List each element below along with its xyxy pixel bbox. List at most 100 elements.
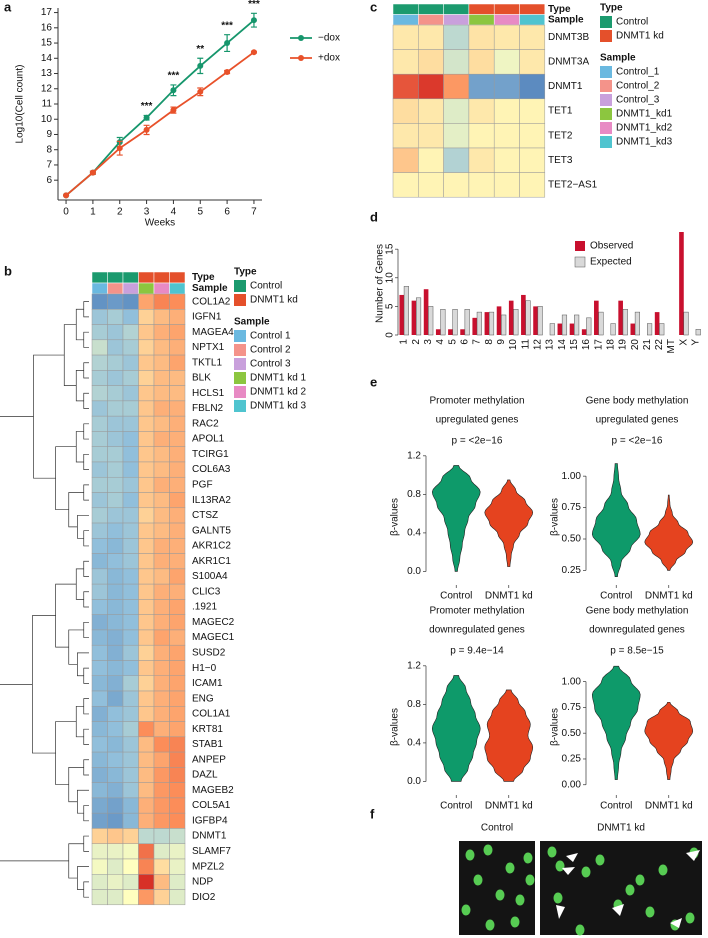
gene-label: AKR1C2 [192,541,231,552]
heat-cell [468,98,495,124]
x-tick-label: 8 [484,339,495,345]
bar [569,323,575,335]
data-point [143,114,150,121]
gene-label: DNMT1 [548,81,583,92]
image-title: DNMT1 kd [597,823,645,834]
gene-label: TET2−AS1 [548,180,598,191]
violin [644,494,694,571]
heat-cell [91,324,108,341]
data-point [170,107,177,114]
nucleus [465,849,475,861]
heat-cell [122,309,139,325]
heat-cell [91,309,108,325]
heat-cell [169,461,186,478]
bar [586,317,592,336]
bar [659,323,665,336]
x-tick-label: 1 [399,339,410,345]
heat-cell [153,522,170,539]
y-tick-label: 0.0 [407,566,421,577]
heat-cell [443,172,470,198]
heat-cell [107,751,124,768]
heat-cell [122,507,139,524]
series-line [65,51,255,197]
legend-swatch [600,30,612,42]
heat-cell [138,614,155,631]
y-tick-label: 0.50 [562,728,582,739]
violin [431,465,481,572]
heat-cell [169,858,186,875]
bar [403,286,409,336]
legend-label: DNMT1 kd 1 [250,373,307,384]
type-annotation [418,3,444,15]
panel-label: c [370,0,377,14]
legend-label: Control_2 [616,81,660,92]
heat-cell [169,492,186,509]
heat-cell [153,293,170,310]
heat-cell [493,24,520,50]
heat-cell [107,828,124,844]
heat-cell [169,828,186,844]
heat-cell [169,339,186,356]
heat-cell [138,675,155,692]
bar [537,306,543,336]
heat-cell [138,782,155,799]
arrowhead [686,850,700,861]
legend-swatch [234,386,246,398]
nucleus [525,874,535,886]
heat-cell [107,324,124,341]
legend-label: Expected [590,257,632,268]
heat-cell [91,675,108,692]
dendrogram [83,530,89,547]
gene-label: MAGEC1 [192,632,235,643]
heat-cell [91,400,108,417]
bar [399,294,405,335]
x-tick-label: 15 [569,339,580,351]
heat-cell [107,889,124,906]
legend-title: Type [600,3,623,14]
panel-label: e [370,374,377,389]
heat-cell [122,675,139,692]
heat-cell [122,736,139,753]
bar [513,309,519,336]
bar [679,232,684,335]
dendrogram [83,759,89,776]
bar [460,329,465,335]
dendrogram [83,835,89,852]
gene-label: MAGEC2 [192,617,235,628]
y-tick-label: 0.75 [562,502,582,513]
heat-cell [107,339,124,356]
type-annotation [392,3,419,15]
violin [644,701,694,780]
legend-label: Control [250,281,282,292]
nucleus [645,906,655,918]
x-tick-label: 2 [117,207,123,218]
heat-cell [169,751,186,768]
bar [610,323,616,336]
heat-cell [392,123,419,149]
heat-cell [138,828,155,844]
heat-cell [91,507,108,524]
x-tick-label: 18 [605,339,616,351]
heat-cell [153,370,170,386]
heat-cell [138,522,155,539]
heat-cell [122,339,139,356]
dendrogram [68,843,84,879]
heat-cell [153,461,170,478]
gene-label: COL1A1 [192,709,231,720]
heat-cell [519,98,546,124]
heat-cell [122,461,139,478]
gene-label: HCLS1 [192,388,225,399]
heat-cell [122,858,139,875]
heat-cell [122,476,139,493]
heat-cell [138,767,155,783]
legend-swatch [600,136,612,148]
heat-cell [493,172,520,198]
dendrogram [32,615,56,754]
y-tick-label: 0.25 [562,754,582,765]
gene-label: DIO2 [192,892,216,903]
heat-cell [418,147,444,173]
dendrogram [83,805,89,822]
legend-label: Control 2 [250,345,291,356]
heat-cell [169,583,186,600]
y-tick-label: 15 [385,243,396,255]
